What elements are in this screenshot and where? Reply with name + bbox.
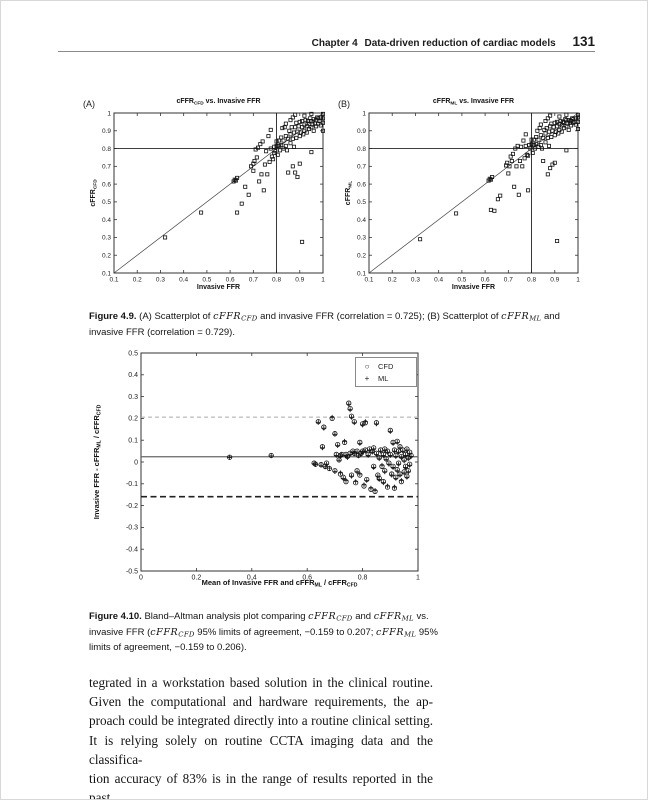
svg-text:0: 0 [134,459,138,466]
svg-text:0.9: 0.9 [295,277,304,284]
svg-text:0.8: 0.8 [527,277,536,284]
svg-text:0.1: 0.1 [109,277,118,284]
svg-text:1: 1 [362,110,366,117]
page-header: Chapter 4 Data-driven reduction of cardi… [58,34,595,49]
bland-altman-plot: 0 0.2 0.4 0.6 0.8 1 0.5 0.4 0.3 0.2 0.1 0 -0.1 -0.2 -0… [126,350,420,582]
plus-marker-icon: + [364,373,370,383]
header-rule [58,51,595,52]
svg-text:1: 1 [321,277,325,284]
chapter-label: Chapter 4 [311,38,358,49]
body-paragraph: tegrated in a workstation based solution… [89,673,433,800]
figure-4-10-caption: Figure 4.10. Bland–Altman analysis plot … [89,611,438,653]
legend-item-cfd: ○ CFD [360,360,410,372]
svg-text:0.3: 0.3 [102,235,111,242]
svg-text:0.2: 0.2 [388,277,397,284]
body-line: It is relying solely on routine CCTA ima… [89,732,433,767]
svg-text:0.8: 0.8 [102,146,111,153]
circle-marker-icon: ○ [364,361,370,371]
page-number: 131 [572,34,595,49]
legend-label-ml: ML [378,373,389,383]
legend-item-ml: + ML [360,372,410,384]
svg-text:0.9: 0.9 [357,128,366,135]
svg-text:0.3: 0.3 [128,394,138,401]
scatter-plot-ml: 0.1 0.2 0.3 0.4 0.5 0.6 0.7 0.8 0.9 1 0.1 0.2 0.3 0.4… [357,110,580,284]
chapter-title: Data-driven reduction of cardiac models [364,38,556,49]
svg-text:-0.1: -0.1 [126,481,138,488]
svg-text:0.1: 0.1 [357,270,366,277]
panel-a-xlabel: Invasive FFR [196,284,241,291]
svg-text:-0.5: -0.5 [126,568,138,575]
svg-text:0.6: 0.6 [357,181,366,188]
svg-text:0.1: 0.1 [364,277,373,284]
scatter-plot-cfd: 0.1 0.2 0.3 0.4 0.5 0.6 0.7 0.8 0.9 1 0.1 0.2 0.3 0.4… [102,110,325,284]
svg-text:0.7: 0.7 [504,277,513,284]
svg-text:0.5: 0.5 [457,277,466,284]
panel-b-label: (B) [338,99,350,109]
svg-text:0.4: 0.4 [128,372,138,379]
svg-text:-0.4: -0.4 [126,547,138,554]
panel-b-title: cFFRML vs. Invasive FFR [432,98,515,107]
svg-text:0.7: 0.7 [249,277,258,284]
svg-text:0.5: 0.5 [202,277,211,284]
svg-text:0.8: 0.8 [272,277,281,284]
svg-text:0.6: 0.6 [481,277,490,284]
figure-4-9-caption: Figure 4.9. (A) Scatterplot of cFFRCFD a… [89,311,560,338]
panel-a-label: (A) [83,99,95,109]
svg-text:0.2: 0.2 [357,253,366,260]
svg-text:-0.2: -0.2 [126,503,138,510]
svg-text:0.2: 0.2 [102,253,111,260]
svg-text:0.6: 0.6 [302,575,312,582]
body-line: proach could be integrated directly into… [89,713,433,729]
svg-text:0.1: 0.1 [102,270,111,277]
legend-label-cfd: CFD [378,361,394,371]
svg-text:0.8: 0.8 [357,146,366,153]
svg-text:0.6: 0.6 [102,181,111,188]
svg-text:0.1: 0.1 [128,438,138,445]
svg-text:-0.3: -0.3 [126,525,138,532]
bland-altman-ylabel: Invasive FFR - cFFRML / cFFRCFD [92,404,103,520]
svg-text:0.5: 0.5 [128,350,138,357]
body-line: tion accuracy of 83% is in the range of … [89,771,433,800]
svg-text:0.3: 0.3 [357,235,366,242]
svg-text:0.7: 0.7 [357,164,366,171]
svg-text:0.4: 0.4 [179,277,188,284]
body-line: tegrated in a workstation based solution… [89,675,433,690]
svg-text:0.3: 0.3 [156,277,165,284]
svg-text:0.9: 0.9 [550,277,559,284]
svg-text:1: 1 [416,575,420,582]
svg-text:1: 1 [576,277,580,284]
svg-text:0.2: 0.2 [128,416,138,423]
svg-text:0.6: 0.6 [226,277,235,284]
svg-text:0.2: 0.2 [192,575,202,582]
svg-text:0.2: 0.2 [133,277,142,284]
svg-text:0.4: 0.4 [434,277,443,284]
bland-altman-xlabel: Mean of Invasive FFR and cFFRML / cFFRCF… [201,578,358,589]
svg-text:0.7: 0.7 [102,164,111,171]
svg-text:0.5: 0.5 [102,199,111,206]
panel-a-title: cFFRCFD vs. Invasive FFR [176,98,261,107]
body-line: Given the computational and hardware req… [89,694,433,710]
svg-text:0.9: 0.9 [102,128,111,135]
plot-legend: ○ CFD + ML [355,357,417,387]
svg-text:0.4: 0.4 [357,217,366,224]
svg-text:0: 0 [139,575,143,582]
svg-text:0.4: 0.4 [102,217,111,224]
svg-text:0.4: 0.4 [247,575,257,582]
svg-text:0.3: 0.3 [411,277,420,284]
svg-text:1: 1 [107,110,111,117]
svg-text:0.5: 0.5 [357,199,366,206]
svg-text:0.8: 0.8 [358,575,368,582]
panel-b-xlabel: Invasive FFR [451,284,496,291]
